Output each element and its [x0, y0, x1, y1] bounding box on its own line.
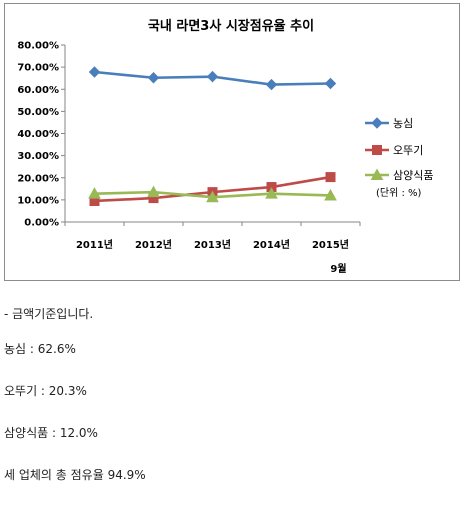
note-total: 세 업체의 총 점유율 94.9% — [4, 468, 146, 482]
note-nongshim: 농심 : 62.6% — [4, 342, 76, 356]
x-tick-label: 2013년 — [194, 238, 231, 251]
chart-container: 국내 라면3사 시장점유율 추이 0.00% 10.00% 20.00% 30.00%… — [4, 3, 460, 281]
legend-marker — [371, 117, 383, 129]
x-tick-sublabel: 9월 — [330, 263, 346, 275]
notes-section: - 금액기준입니다. 농심 : 62.6% 오뚜기 : 20.3% 삼양식품 :… — [4, 300, 464, 496]
data-point-2-1 — [147, 185, 160, 198]
note-basis: - 금액기준입니다. — [4, 307, 94, 321]
legend-marker — [372, 145, 382, 155]
line-chart: 국내 라면3사 시장점유율 추이 0.00% 10.00% 20.00% 30.00%… — [17, 18, 433, 275]
data-point-2-2 — [206, 190, 219, 203]
series-layer — [88, 66, 337, 206]
data-point-0-2 — [206, 70, 219, 83]
legend-label: 오뚜기 — [393, 144, 423, 157]
y-tick-label: 0.00% — [24, 218, 59, 229]
y-tick-label: 50.00% — [17, 107, 59, 118]
x-axis: 2011년 2012년 2013년 2014년 2015년 9월 — [64, 221, 361, 275]
legend-marker — [370, 168, 384, 180]
data-point-1-4 — [325, 172, 336, 183]
x-tick-label: 2011년 — [76, 238, 113, 251]
y-tick-label: 20.00% — [17, 173, 59, 184]
y-axis: 0.00% 10.00% 20.00% 30.00% 40.00% 50.00% 60.00… — [17, 41, 66, 229]
data-point-2-4 — [324, 188, 337, 201]
x-tick-label: 2012년 — [135, 238, 172, 251]
note-samyang: 삼양식품 : 12.0% — [4, 426, 98, 440]
data-point-0-1 — [147, 72, 160, 84]
y-tick-label: 70.00% — [17, 63, 59, 74]
legend-label: 삼양식품 — [393, 169, 433, 182]
data-point-2-3 — [265, 187, 278, 199]
y-tick-label: 40.00% — [17, 129, 59, 140]
chart-title: 국내 라면3사 시장점유율 추이 — [148, 18, 314, 34]
y-tick-label: 80.00% — [17, 41, 59, 52]
y-tick-label: 10.00% — [17, 195, 59, 206]
legend-label: 농심 — [393, 117, 413, 130]
data-point-2-0 — [88, 187, 101, 199]
y-tick-label: 30.00% — [17, 151, 59, 162]
note-ottogi: 오뚜기 : 20.3% — [4, 384, 87, 398]
data-point-0-0 — [88, 66, 101, 78]
data-point-0-4 — [324, 77, 337, 90]
data-point-0-3 — [265, 78, 278, 91]
x-tick-label: 2014년 — [253, 238, 290, 251]
y-tick-label: 60.00% — [17, 85, 59, 96]
x-tick-label: 2015년 — [312, 238, 349, 251]
unit-note: (단위 : %) — [376, 186, 422, 199]
